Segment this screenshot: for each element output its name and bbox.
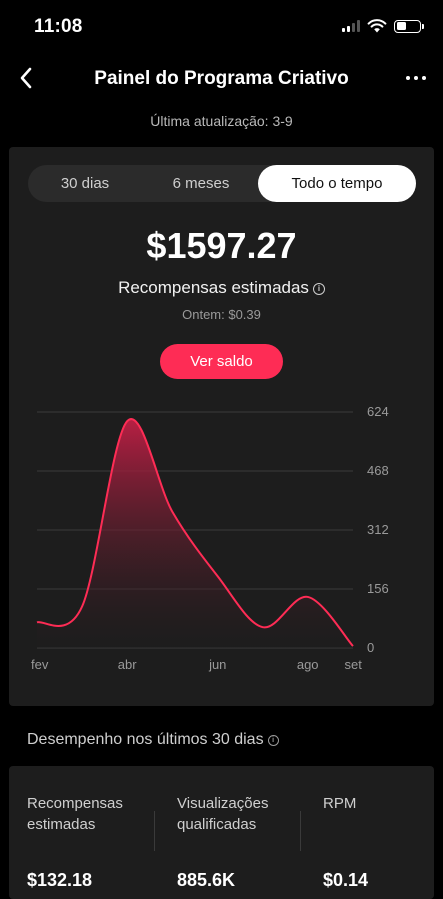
- x-tick-label: abr: [117, 657, 137, 672]
- page-title: Painel do Programa Criativo: [94, 68, 349, 89]
- earnings-card: 30 dias 6 meses Todo o tempo $1597.27 Re…: [9, 147, 434, 706]
- more-options-button[interactable]: [401, 64, 431, 92]
- status-icons: [342, 19, 424, 33]
- chart-line: [36, 418, 354, 647]
- chart-area: [37, 419, 353, 648]
- more-dots-icon: [406, 76, 410, 80]
- wifi-icon: [367, 19, 387, 33]
- y-tick-label: 624: [367, 404, 389, 419]
- nav-header: Painel do Programa Criativo: [0, 58, 443, 98]
- earnings-chart: 624 468 312 156 0 fev abr jun ago set: [31, 400, 431, 680]
- metric-estimated-rewards: Recompensas estimadas $132.18: [27, 793, 147, 890]
- back-button[interactable]: [12, 64, 40, 92]
- view-balance-button[interactable]: Ver saldo: [160, 344, 283, 379]
- performance-info-icon[interactable]: i: [267, 735, 279, 746]
- metric-value: $132.18: [27, 870, 93, 890]
- tab-6-months[interactable]: 6 meses: [172, 175, 230, 192]
- x-tick-label: fev: [31, 657, 49, 672]
- y-tick-label: 156: [367, 581, 389, 596]
- estimated-rewards-amount: $1597.27: [146, 225, 297, 266]
- metric-divider: [154, 811, 155, 851]
- status-time: 11:08: [34, 16, 83, 37]
- last-update-text: Última atualização: 3-9: [150, 113, 293, 129]
- x-tick-label: set: [344, 657, 362, 672]
- cellular-signal-icon: [342, 20, 360, 32]
- performance-title-row: Desempenho nos últimos 30 dias i: [27, 731, 279, 749]
- metric-label: Recompensas: [27, 795, 123, 812]
- status-bar: 11:08: [0, 0, 443, 50]
- metric-qualified-views: Visualizações qualificadas 885.6K: [177, 793, 297, 890]
- metric-label: Visualizações: [177, 795, 269, 812]
- yesterday-earnings: Ontem: $0.39: [182, 307, 261, 322]
- y-tick-label: 468: [367, 463, 389, 478]
- metric-label: estimadas: [27, 816, 96, 833]
- earnings-chart-svg: [36, 411, 354, 649]
- performance-title: Desempenho nos últimos 30 dias: [27, 731, 264, 748]
- tab-all-time[interactable]: Todo o tempo: [258, 165, 416, 202]
- performance-metrics-card: Recompensas estimadas $132.18 Visualizaç…: [9, 766, 434, 899]
- metric-value: 885.6K: [177, 870, 236, 890]
- x-tick-label: jun: [209, 657, 227, 672]
- metric-label: qualificadas: [177, 816, 257, 833]
- period-selector: 30 dias 6 meses Todo o tempo: [28, 165, 416, 202]
- metric-label: RPM: [323, 795, 357, 812]
- battery-icon: [394, 19, 424, 33]
- y-tick-label: 312: [367, 522, 389, 537]
- estimated-rewards-label: Recompensas estimadas: [118, 278, 309, 297]
- metric-value: $0.14: [323, 870, 369, 890]
- chevron-left-icon: [20, 67, 32, 89]
- y-tick-label: 0: [367, 640, 375, 655]
- info-icon[interactable]: i: [312, 283, 325, 295]
- metric-rpm: RPM $0.14: [323, 793, 423, 890]
- rewards-label-row: Recompensas estimadas i: [9, 278, 434, 298]
- x-tick-label: ago: [296, 657, 319, 672]
- tab-30-days[interactable]: 30 dias: [60, 175, 110, 192]
- metric-divider: [300, 811, 301, 851]
